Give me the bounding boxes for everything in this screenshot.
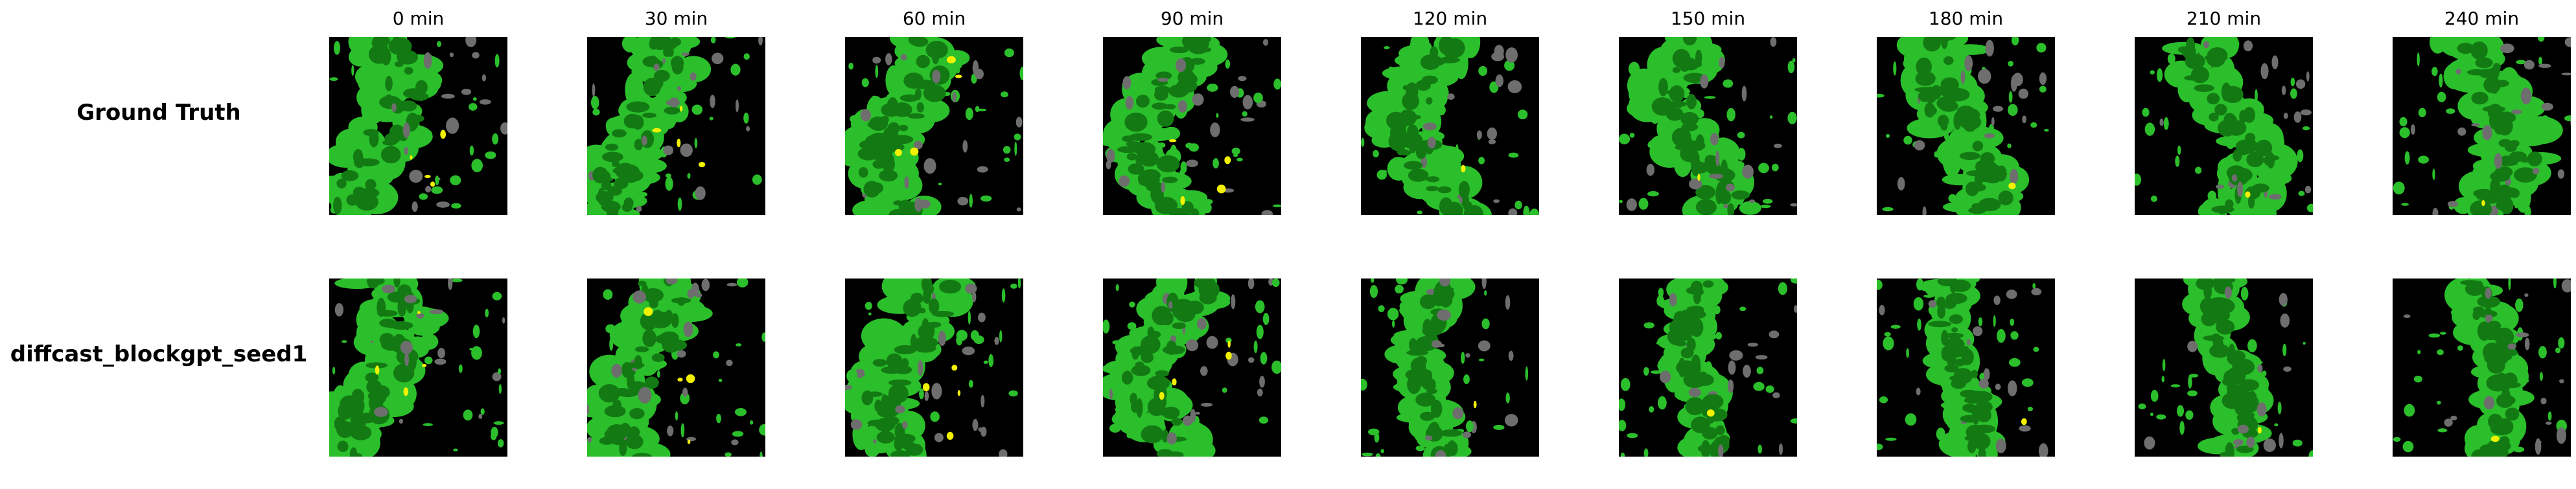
radar-frame-panel [1103, 279, 1281, 457]
column-header: 180 min [1928, 8, 2004, 29]
radar-frame-panel [1103, 37, 1281, 215]
radar-frame-image [2135, 279, 2313, 457]
radar-frame-panel [587, 37, 765, 215]
radar-frame-image [1619, 279, 1797, 457]
column-header: 30 min [644, 8, 708, 29]
row-label: diffcast_blockgpt_seed1 [10, 341, 308, 367]
radar-frame-image [329, 37, 507, 215]
radar-frame-image [1877, 37, 2055, 215]
radar-frame-image [845, 279, 1023, 457]
radar-frame-image [1361, 279, 1539, 457]
radar-frame-image [845, 37, 1023, 215]
radar-frame-image [329, 279, 507, 457]
column-header: 210 min [2186, 8, 2262, 29]
radar-frame-panel [2393, 279, 2571, 457]
radar-frame-image [1619, 37, 1797, 215]
radar-frame-image [587, 279, 765, 457]
column-header: 120 min [1412, 8, 1488, 29]
radar-frame-panel [587, 279, 765, 457]
radar-frame-panel [1877, 37, 2055, 215]
column-header: 60 min [902, 8, 966, 29]
column-header: 240 min [2444, 8, 2520, 29]
column-header: 150 min [1670, 8, 1746, 29]
radar-frame-image [2393, 37, 2571, 215]
radar-frame-panel [845, 37, 1023, 215]
radar-frame-image [1103, 37, 1281, 215]
radar-frame-panel [1619, 37, 1797, 215]
radar-frame-panel [845, 279, 1023, 457]
radar-frame-image [2135, 37, 2313, 215]
radar-frame-panel [329, 37, 507, 215]
radar-frame-panel [2135, 279, 2313, 457]
radar-frame-panel [2393, 37, 2571, 215]
radar-frame-panel [1361, 37, 1539, 215]
radar-frame-panel [2135, 37, 2313, 215]
radar-frame-panel [329, 279, 507, 457]
column-header: 90 min [1160, 8, 1224, 29]
radar-frame-panel [1877, 279, 2055, 457]
radar-frame-image [1103, 279, 1281, 457]
column-header: 0 min [392, 8, 445, 29]
radar-frame-image [1877, 279, 2055, 457]
radar-frame-image [2393, 279, 2571, 457]
radar-frame-image [1361, 37, 1539, 215]
row-label: Ground Truth [76, 100, 241, 126]
radar-frame-panel [1361, 279, 1539, 457]
radar-frame-image [587, 37, 765, 215]
radar-frame-panel [1619, 279, 1797, 457]
